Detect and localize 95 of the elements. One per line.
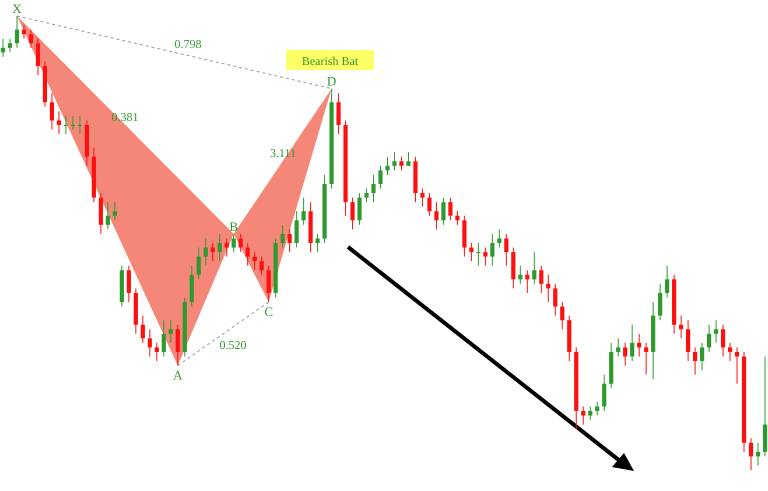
candlestick [686, 320, 690, 362]
candlestick [448, 197, 453, 221]
candlestick [246, 242, 250, 266]
candlestick [455, 210, 460, 226]
candlestick [176, 324, 180, 366]
candlestick [168, 320, 173, 344]
candlestick [560, 302, 564, 330]
candlestick [630, 324, 634, 362]
candlestick [434, 202, 439, 230]
candlestick [28, 29, 34, 48]
candlestick [692, 346, 698, 376]
candlestick [218, 233, 222, 262]
candlestick [553, 283, 558, 316]
candlestick [56, 110, 62, 135]
candlestick [623, 342, 628, 366]
candlestick [714, 320, 718, 344]
candlestick [302, 197, 306, 226]
candlestick [539, 265, 544, 294]
candlestick [490, 233, 494, 266]
candlestick [720, 324, 726, 357]
annotation: C [264, 304, 273, 320]
candlestick [64, 115, 68, 135]
candlestick [658, 283, 662, 321]
candlestick [140, 315, 145, 344]
candlestick [196, 247, 201, 280]
candlestick [22, 24, 26, 40]
candlestick [315, 233, 320, 253]
candlestick [350, 197, 355, 230]
candlestick [546, 274, 550, 303]
candlestick [0, 38, 6, 58]
candlestick [266, 265, 271, 303]
annotation: Bearish Bat [302, 54, 359, 68]
candlestick [50, 92, 54, 130]
candlestick [581, 406, 586, 426]
candlestick [595, 401, 600, 416]
candlestick [525, 270, 530, 294]
candlestick [280, 224, 285, 248]
candlestick [602, 374, 606, 412]
candlestick [385, 156, 390, 176]
candlestick [483, 247, 488, 266]
candlestick [288, 228, 292, 253]
candlestick [616, 338, 620, 357]
candlestick [476, 242, 480, 266]
candlestick [518, 265, 522, 284]
candlestick [154, 342, 159, 362]
candlestick [679, 315, 684, 339]
candlestick [78, 115, 82, 135]
candlestick [441, 197, 446, 226]
candlestick [420, 188, 425, 208]
candlestick [378, 165, 383, 190]
candlestick [148, 328, 152, 357]
annotation: A [173, 368, 184, 383]
candlestick [357, 192, 362, 226]
candlestick [14, 16, 20, 48]
candlestick [734, 346, 740, 384]
candlestick [8, 38, 12, 53]
annotation: B [229, 218, 238, 234]
candlestick [748, 438, 754, 470]
candlestick [728, 342, 732, 362]
candlestick [252, 252, 257, 271]
candlestick [232, 233, 236, 253]
candlestick [644, 342, 648, 376]
candlestick [497, 228, 502, 248]
candlestick [700, 342, 704, 371]
annotation: 0.520 [220, 338, 246, 352]
candlestick [224, 238, 229, 258]
annotation: D [326, 74, 336, 89]
candlestick [36, 38, 40, 76]
candlestick [665, 265, 670, 298]
candlestick [106, 202, 110, 230]
candlestick [399, 156, 404, 171]
candlestick [162, 320, 166, 357]
candlestick [427, 192, 432, 216]
candlestick [469, 242, 474, 262]
candlestick [392, 152, 397, 171]
candlestick [126, 265, 131, 303]
candlestick [70, 115, 76, 130]
candlestick [756, 442, 760, 466]
candlestick [364, 188, 369, 203]
candlestick [504, 233, 508, 266]
candlestick [706, 324, 712, 352]
candlestick [210, 242, 215, 262]
annotation: 0.798 [174, 37, 202, 51]
candlestick [112, 202, 117, 221]
candlestick [238, 233, 243, 253]
candlestick [204, 238, 208, 266]
candlestick [406, 152, 411, 166]
candlestick [371, 174, 376, 203]
candlestick [260, 256, 264, 276]
candlestick [637, 333, 642, 357]
candlestick [532, 252, 536, 284]
candlestick [336, 92, 341, 135]
candlestick [588, 406, 592, 421]
candlestick [294, 210, 299, 248]
annotation: X [12, 1, 22, 16]
